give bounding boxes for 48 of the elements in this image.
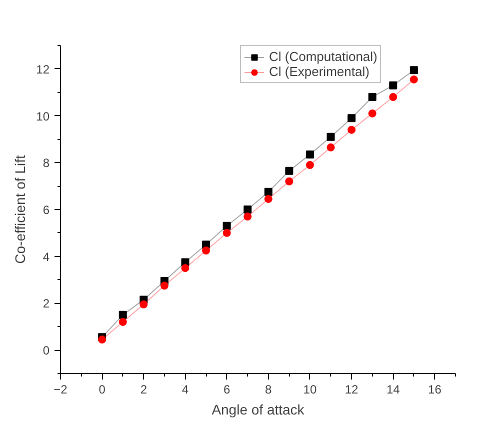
point bbox=[368, 109, 376, 118]
y-axis-title: Co-efficient of Lift bbox=[12, 155, 28, 264]
y-tick-label: 6 bbox=[42, 203, 50, 217]
x-tick-label: 8 bbox=[265, 382, 272, 396]
point bbox=[306, 150, 314, 158]
point bbox=[348, 114, 356, 122]
x-tick-label: 6 bbox=[223, 382, 230, 396]
y-tick-label: 4 bbox=[42, 250, 50, 264]
point bbox=[306, 160, 314, 169]
x-tick-label: 2 bbox=[140, 382, 148, 396]
point bbox=[348, 126, 356, 134]
point bbox=[118, 318, 127, 326]
point bbox=[118, 310, 127, 319]
point bbox=[264, 194, 272, 203]
point bbox=[244, 212, 252, 221]
y-tick-label: 8 bbox=[42, 156, 50, 170]
point bbox=[389, 81, 398, 90]
x-tick-label: 14 bbox=[386, 382, 400, 396]
point bbox=[244, 206, 252, 214]
point bbox=[222, 222, 231, 230]
x-tick-label: 12 bbox=[344, 382, 359, 396]
point bbox=[160, 282, 168, 290]
point bbox=[264, 188, 272, 196]
point bbox=[368, 93, 376, 102]
point bbox=[181, 264, 190, 272]
x-tick-label: 10 bbox=[303, 382, 317, 396]
y-tick-label: 10 bbox=[36, 109, 50, 124]
point bbox=[410, 66, 418, 74]
x-tick-label: 0 bbox=[98, 382, 106, 396]
point bbox=[410, 75, 418, 84]
x-tick-label: −2 bbox=[54, 382, 68, 396]
point bbox=[285, 177, 294, 186]
point bbox=[222, 228, 231, 237]
legend-label: Cl (Computational) bbox=[269, 49, 378, 64]
y-tick-label: 0 bbox=[42, 344, 50, 358]
point bbox=[389, 93, 398, 102]
point bbox=[202, 246, 210, 254]
point bbox=[98, 336, 106, 344]
point bbox=[326, 132, 335, 141]
legend-label: Cl (Experimental) bbox=[269, 64, 370, 79]
point bbox=[140, 300, 148, 308]
y-tick-label: 12 bbox=[36, 62, 50, 76]
x-axis-title: Angle of attack bbox=[212, 402, 306, 418]
point bbox=[285, 166, 294, 175]
point bbox=[326, 143, 335, 152]
x-tick-label: 4 bbox=[182, 382, 189, 396]
y-tick-label: 2 bbox=[42, 296, 50, 311]
x-tick-label: 16 bbox=[428, 382, 442, 396]
